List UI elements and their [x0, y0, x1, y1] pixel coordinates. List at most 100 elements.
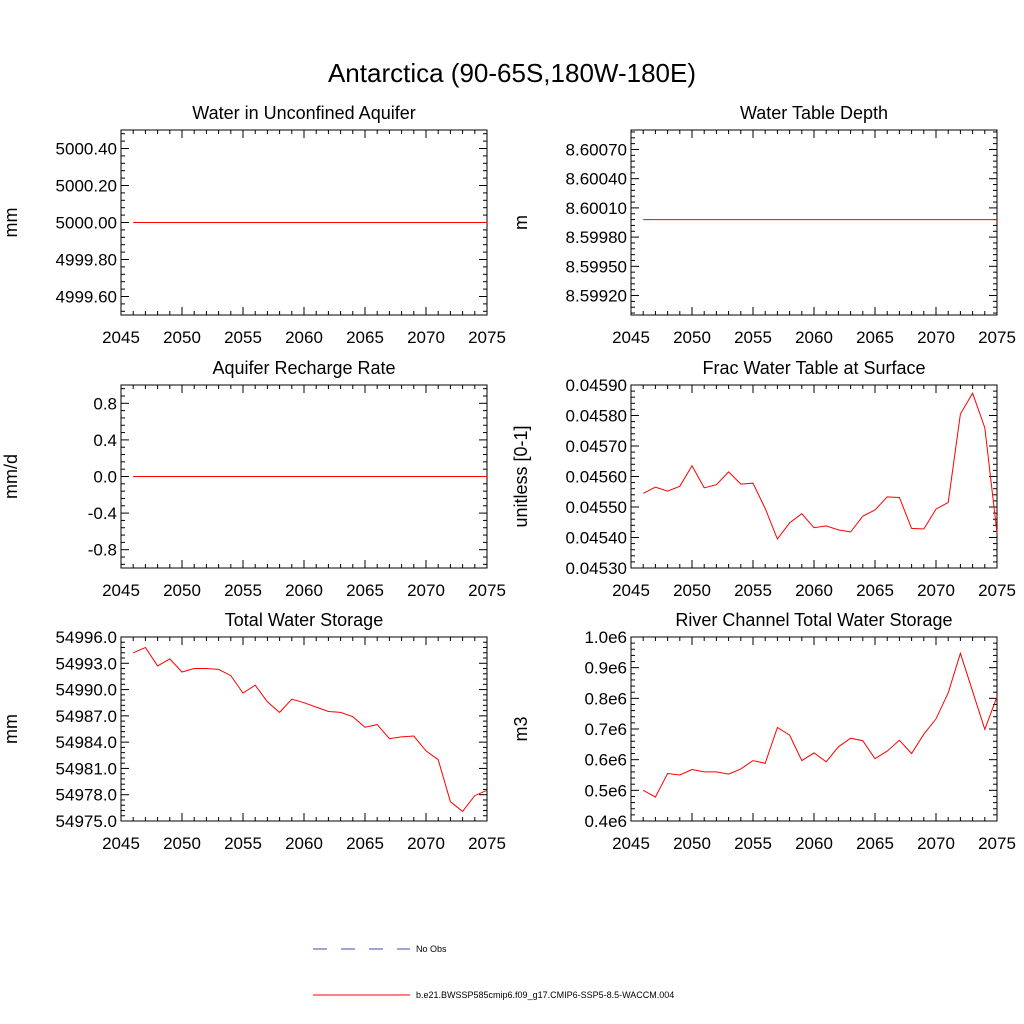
y-tick-label: 0.0: [93, 468, 117, 487]
x-tick-label: 2050: [673, 834, 711, 853]
chart-panel-3: Aquifer Recharge Rate mm/d 2045 2050 2055 206…: [1, 358, 506, 600]
x-tick-label: 2075: [978, 581, 1016, 600]
y-tick-label: 0.04560: [566, 468, 627, 487]
panel-title: Water Table Depth: [740, 103, 888, 123]
plot-frame: [630, 636, 998, 822]
chart-panel-6: River Channel Total Water Storage m3 2045 2…: [511, 610, 1016, 853]
y-tick-label: 0.04550: [566, 498, 627, 517]
panels: Water in Unconfined Aquifer mm 2045 2050 205…: [1, 103, 1016, 853]
x-tick-label: 2045: [102, 581, 140, 600]
x-tick-label: 2075: [468, 834, 506, 853]
x-tick-label: 2070: [917, 834, 955, 853]
x-tick-label: 2055: [224, 581, 262, 600]
y-tick-label: 8.59950: [566, 257, 627, 276]
x-tick-label: 2055: [734, 581, 772, 600]
x-tick-label: 2065: [346, 834, 384, 853]
x-tick-label: 2050: [673, 328, 711, 347]
y-tick-label: 0.9e6: [584, 659, 627, 678]
x-tick-label: 2075: [468, 328, 506, 347]
y-tick-label: 5000.20: [56, 177, 117, 196]
x-tick-label: 2060: [285, 834, 323, 853]
y-axis-label: mm: [1, 714, 21, 744]
y-tick-label: 54996.0: [56, 628, 117, 647]
panel-title: Aquifer Recharge Rate: [212, 358, 395, 378]
y-tick-label: 0.04570: [566, 437, 627, 456]
y-tick-label: 4999.60: [56, 288, 117, 307]
panel-title: Total Water Storage: [225, 610, 383, 630]
y-tick-label: 0.8e6: [584, 689, 627, 708]
x-tick-label: 2070: [407, 834, 445, 853]
x-tick-label: 2060: [795, 328, 833, 347]
plot-frame: [630, 129, 998, 316]
y-tick-label: -0.4: [88, 504, 117, 523]
x-tick-label: 2060: [285, 328, 323, 347]
panel-title: Water in Unconfined Aquifer: [192, 103, 415, 123]
x-tick-label: 2050: [163, 581, 201, 600]
series-line: [133, 646, 488, 813]
y-tick-label: 5000.00: [56, 214, 117, 233]
y-tick-label: 54984.0: [56, 733, 117, 752]
x-tick-label: 2065: [346, 328, 384, 347]
x-tick-label: 2065: [856, 834, 894, 853]
chart-panel-1: Water in Unconfined Aquifer mm 2045 2050 205…: [1, 103, 506, 347]
plot-frame: [120, 636, 488, 822]
y-tick-label: 8.60070: [566, 140, 627, 159]
y-tick-label: 8.60040: [566, 170, 627, 189]
x-tick-label: 2070: [917, 328, 955, 347]
y-axis-label: unitless [0-1]: [511, 425, 531, 527]
chart-panel-2: Water Table Depth m 2045 2050 2055 2060 2065 20…: [511, 103, 1016, 347]
chart-panel-4: Frac Water Table at Surface unitless [0-1…: [511, 358, 1016, 600]
x-tick-label: 2070: [917, 581, 955, 600]
y-tick-label: 0.04580: [566, 407, 627, 426]
y-tick-label: 5000.40: [56, 140, 117, 159]
y-tick-label: 8.59920: [566, 287, 627, 306]
x-tick-label: 2045: [612, 581, 650, 600]
y-tick-label: 54975.0: [56, 812, 117, 831]
x-tick-label: 2050: [163, 834, 201, 853]
x-tick-label: 2055: [224, 834, 262, 853]
panel-title: Frac Water Table at Surface: [702, 358, 925, 378]
x-tick-label: 2045: [612, 834, 650, 853]
x-tick-label: 2070: [407, 581, 445, 600]
x-tick-label: 2050: [673, 581, 711, 600]
x-tick-label: 2075: [468, 581, 506, 600]
x-tick-label: 2045: [102, 834, 140, 853]
x-tick-label: 2060: [285, 581, 323, 600]
x-tick-label: 2060: [795, 581, 833, 600]
x-tick-label: 2070: [407, 328, 445, 347]
y-axis-label: m: [511, 215, 531, 230]
panel-title: River Channel Total Water Storage: [675, 610, 952, 630]
y-tick-label: -0.8: [88, 541, 117, 560]
x-tick-label: 2060: [795, 834, 833, 853]
x-tick-label: 2050: [163, 328, 201, 347]
y-axis-label: m3: [511, 716, 531, 741]
y-tick-label: 54990.0: [56, 681, 117, 700]
y-tick-label: 0.04530: [566, 559, 627, 578]
x-tick-label: 2045: [102, 328, 140, 347]
y-tick-label: 8.59980: [566, 228, 627, 247]
y-tick-label: 0.04540: [566, 529, 627, 548]
y-tick-label: 1.0e6: [584, 628, 627, 647]
y-tick-label: 54993.0: [56, 654, 117, 673]
series-line: [642, 392, 998, 541]
y-tick-label: 0.4e6: [584, 812, 627, 831]
y-tick-label: 54987.0: [56, 707, 117, 726]
y-tick-label: 0.4: [93, 431, 117, 450]
chart-panel-5: Total Water Storage mm 2045 2050 2055 2060 206…: [1, 610, 506, 853]
y-tick-label: 54978.0: [56, 786, 117, 805]
x-tick-label: 2055: [224, 328, 262, 347]
y-tick-label: 8.60010: [566, 199, 627, 218]
x-tick-label: 2065: [856, 328, 894, 347]
legend: No Obs b.e21.BWSSP585cmip6.f09_g17.CMIP6…: [313, 944, 674, 1000]
y-axis-label: mm: [1, 208, 21, 238]
series-line: [642, 651, 998, 798]
legend-obs-label: No Obs: [416, 944, 447, 954]
y-tick-label: 0.04590: [566, 376, 627, 395]
figure-title: Antarctica (90-65S,180W-180E): [328, 58, 696, 88]
x-tick-label: 2055: [734, 328, 772, 347]
y-tick-label: 0.8: [93, 394, 117, 413]
y-tick-label: 0.7e6: [584, 720, 627, 739]
y-tick-label: 0.5e6: [584, 781, 627, 800]
x-tick-label: 2045: [612, 328, 650, 347]
